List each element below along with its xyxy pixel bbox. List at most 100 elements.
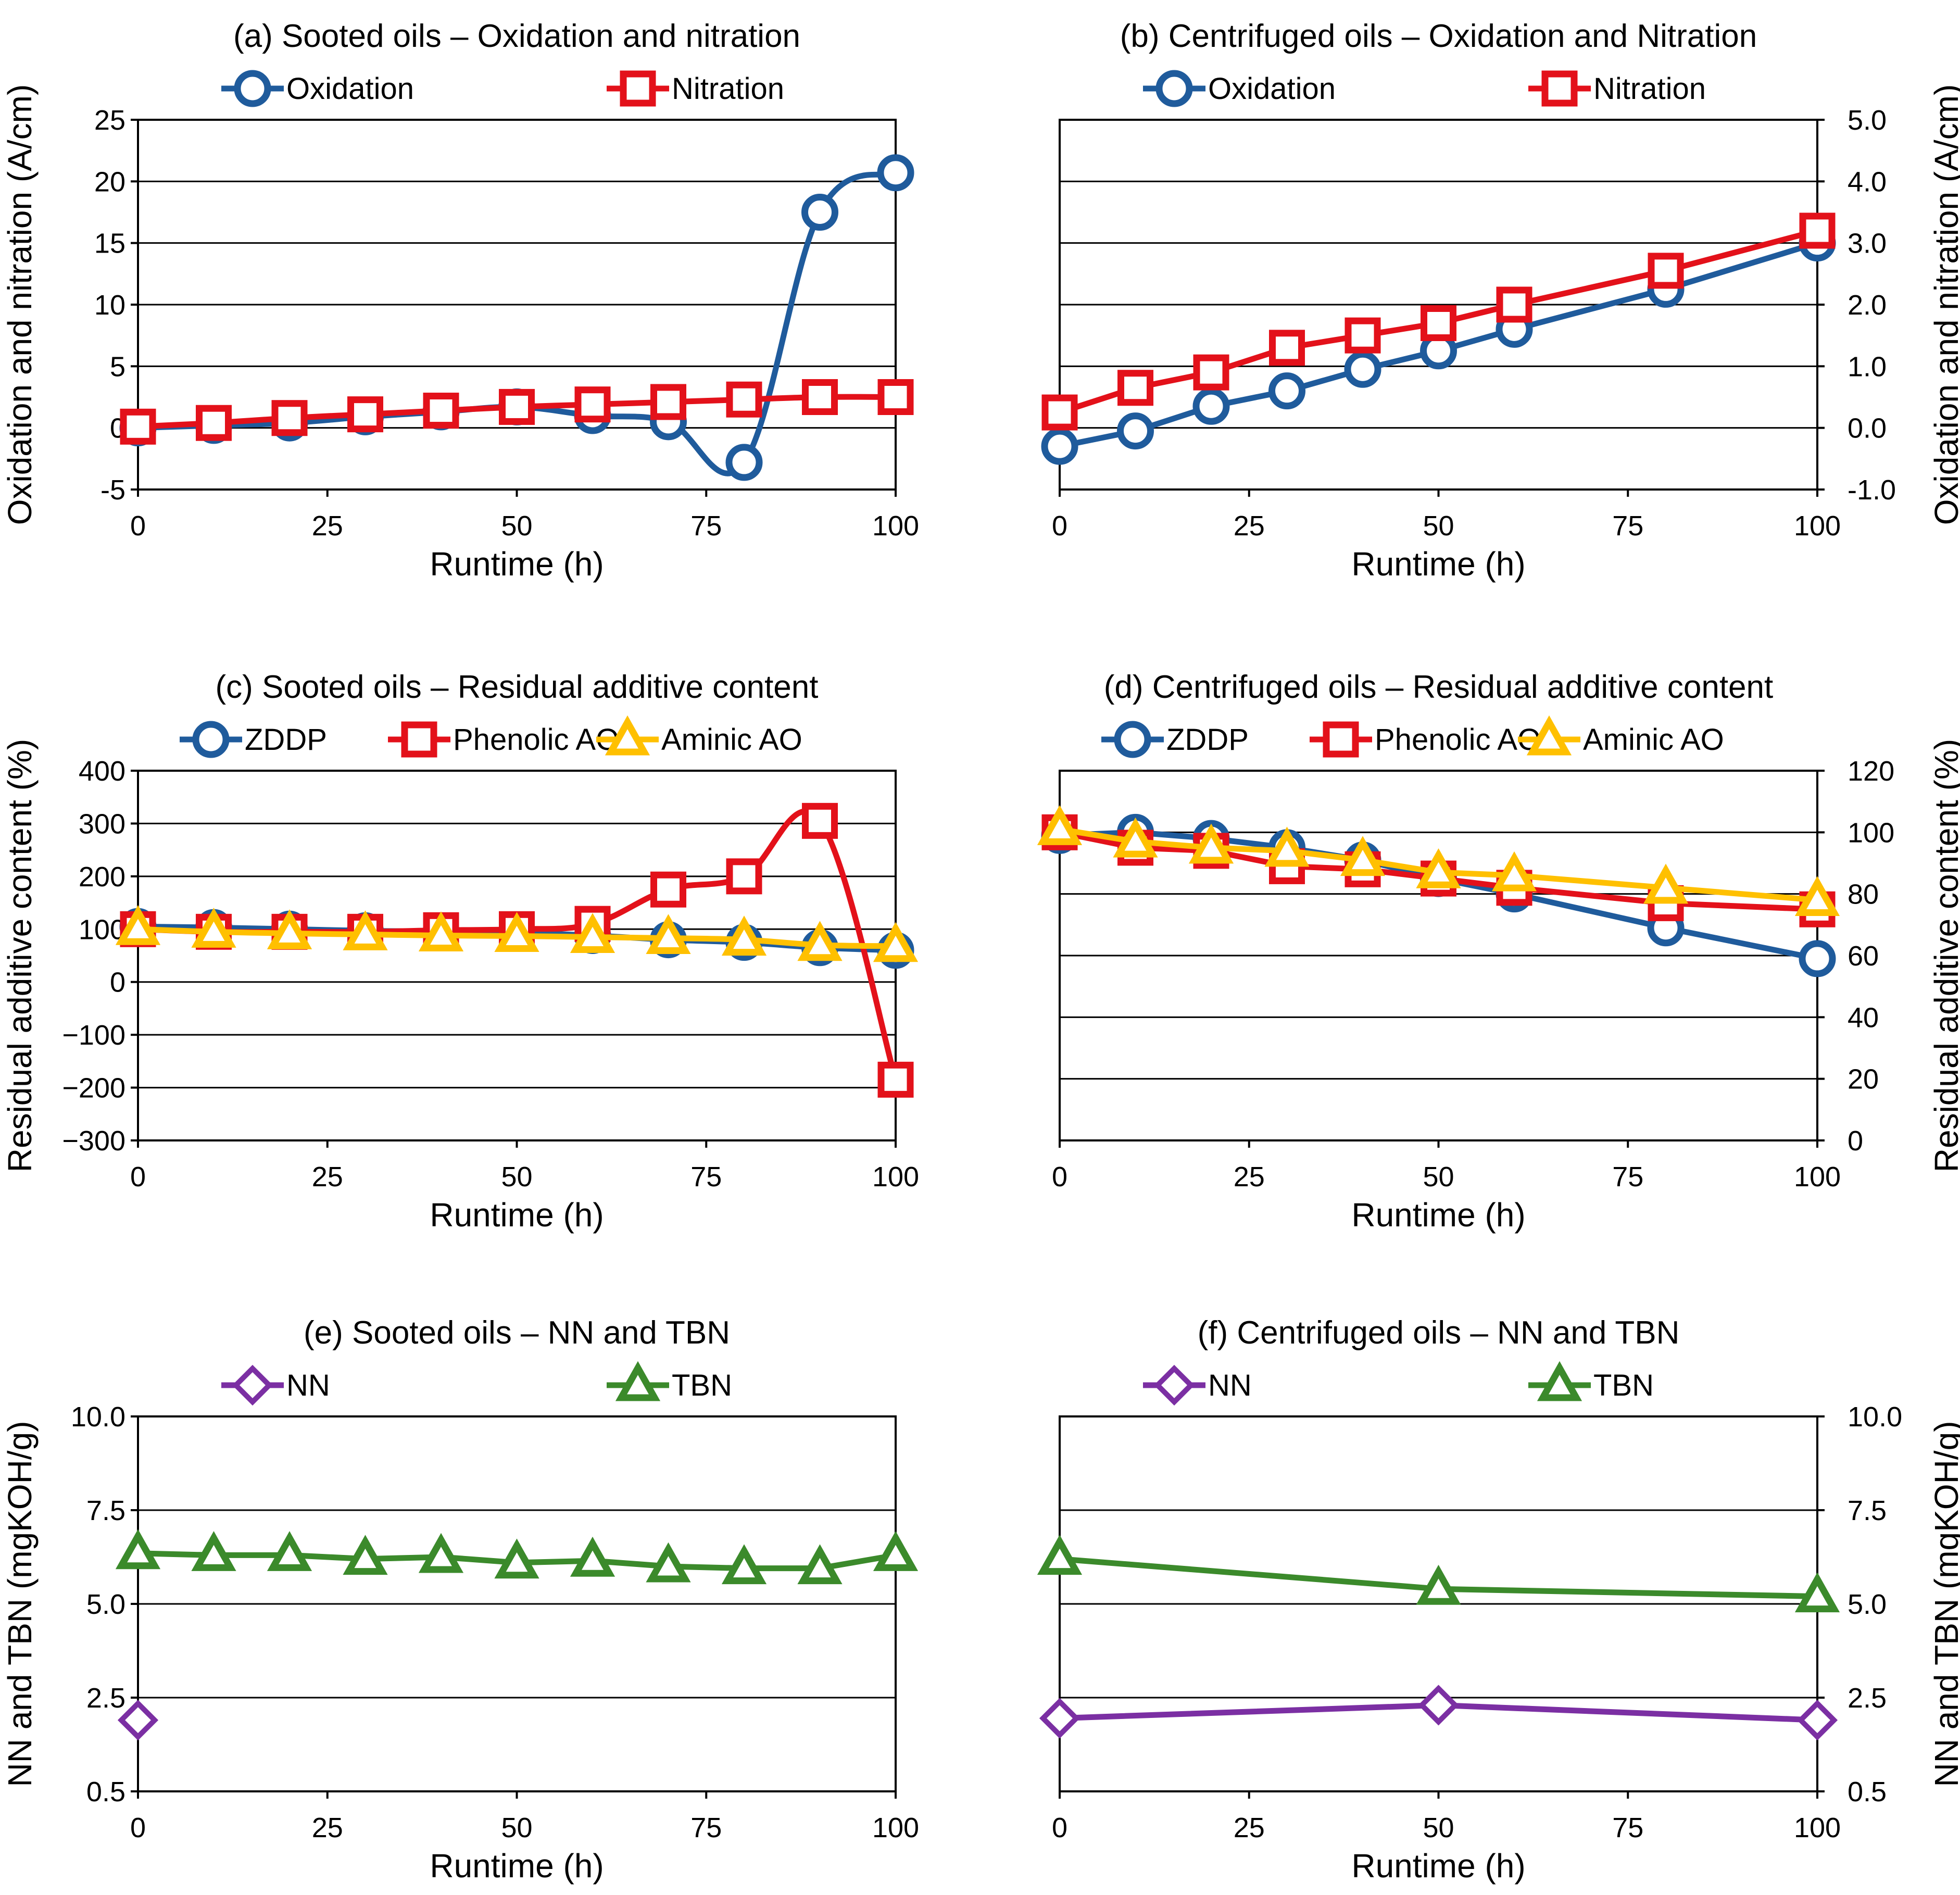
chart-e-data-point xyxy=(418,1533,464,1573)
chart-f-xtick-label: 0 xyxy=(1052,1812,1067,1843)
chart-b-data-point xyxy=(1648,253,1684,289)
chart-f-data-point xyxy=(1794,1572,1840,1613)
chart-f-xlabel: Runtime (h) xyxy=(1351,1847,1525,1885)
chart-e-xtick-label: 0 xyxy=(130,1812,146,1843)
chart-e-xtick-label: 50 xyxy=(501,1812,532,1843)
chart-b-ytick-label: 3.0 xyxy=(1848,228,1887,259)
chart-a-data-point xyxy=(574,386,611,423)
chart-d-legend-aminic: Aminic AO xyxy=(1518,715,1724,757)
chart-a-legend-label: Oxidation xyxy=(286,72,414,106)
chart-d-series-aminic xyxy=(1037,805,1840,916)
chart-c-title: (c) Sooted oils – Residual additive cont… xyxy=(216,669,819,705)
chart-c-xtick-label: 0 xyxy=(130,1161,146,1193)
chart-d-ytick-label: 100 xyxy=(1848,817,1894,848)
chart-b-data-point xyxy=(1041,428,1078,465)
chart-f-legend-label: TBN xyxy=(1593,1369,1654,1402)
chart-f-ytick-label: 2.5 xyxy=(1848,1683,1887,1714)
chart-a-series-nitration xyxy=(120,379,914,445)
chart-c-legend-zddp: ZDDP xyxy=(180,721,327,758)
chart-d-xtick-label: 25 xyxy=(1234,1161,1265,1193)
chart-c-legend-label: Phenolic AO xyxy=(453,723,619,757)
chart-a-xlabel: Runtime (h) xyxy=(430,545,604,583)
chart-a-ylabel: Oxidation and nitration (A/cm) xyxy=(1,84,39,525)
chart-d-data-point xyxy=(1643,863,1689,904)
chart-c: (c) Sooted oils – Residual additive cont… xyxy=(1,669,919,1234)
chart-d-legend-marker xyxy=(1323,721,1359,758)
chart-e-series-nn xyxy=(117,1700,159,1741)
chart-a-series-oxidation xyxy=(119,154,914,481)
chart-f-xtick-label: 25 xyxy=(1234,1812,1265,1843)
chart-c-ytick-label: 100 xyxy=(79,914,125,945)
chart-c-xtick-label: 50 xyxy=(501,1161,532,1193)
chart-f-data-point xyxy=(1039,1698,1080,1739)
chart-b-legend-marker xyxy=(1541,70,1578,107)
chart-a-data-point xyxy=(726,381,762,418)
chart-a-data-point xyxy=(650,384,686,420)
chart-f-xtick-label: 100 xyxy=(1794,1812,1841,1843)
chart-b-ylabel: Oxidation and nitration (A/cm) xyxy=(1928,84,1960,525)
chart-b-xtick-label: 50 xyxy=(1423,510,1454,542)
chart-e: (e) Sooted oils – NN and TBN NN TBN 0.5 2.5 5… xyxy=(1,1315,919,1885)
chart-a-legend-marker xyxy=(620,70,656,107)
chart-f-ytick-label: 7.5 xyxy=(1848,1495,1887,1526)
chart-c-data-point xyxy=(650,871,686,908)
chart-b-legend-label: Nitration xyxy=(1593,72,1706,106)
chart-d-xtick-label: 100 xyxy=(1794,1161,1841,1193)
chart-b-data-point xyxy=(1193,354,1229,391)
chart-b-ytick-label: 4.0 xyxy=(1848,166,1887,197)
chart-a-ytick-label: 5 xyxy=(110,351,125,382)
chart-e-data-point xyxy=(721,1544,767,1585)
chart-e-series-tbn xyxy=(115,1529,919,1585)
chart-f-legend-tbn: TBN xyxy=(1528,1361,1654,1402)
chart-b: (b) Centrifuged oils – Oxidation and Nit… xyxy=(1041,18,1960,583)
chart-c-data-point xyxy=(646,914,691,955)
chart-b-data-point xyxy=(1344,350,1381,388)
chart-c-data-point xyxy=(267,909,312,949)
chart-a-data-point xyxy=(802,379,838,415)
chart-f-data-point xyxy=(1796,1700,1838,1741)
chart-c-ylabel: Residual additive content (%) xyxy=(1,739,39,1172)
chart-e-data-point xyxy=(115,1529,161,1570)
chart-b-ytick-label: 5.0 xyxy=(1848,105,1887,136)
chart-b-ytick-label: 2.0 xyxy=(1848,290,1887,321)
chart-c-legend-label: ZDDP xyxy=(245,723,327,757)
chart-d-ytick-label: 20 xyxy=(1848,1064,1879,1095)
chart-c-data-point xyxy=(873,922,919,962)
chart-e-xtick-label: 100 xyxy=(872,1812,919,1843)
chart-a-data-point xyxy=(196,405,232,441)
chart-b-data-point xyxy=(1268,372,1305,410)
chart-c-data-point xyxy=(191,908,236,948)
chart-e-data-point xyxy=(873,1531,919,1571)
chart-f-xtick-label: 50 xyxy=(1423,1812,1454,1843)
chart-f-ylabel: NN and TBN (mgKOH/g) xyxy=(1928,1421,1960,1787)
chart-b-legend-label: Oxidation xyxy=(1208,72,1336,106)
chart-a-legend-nitration: Nitration xyxy=(607,70,784,107)
chart-c-ytick-label: −100 xyxy=(62,1020,125,1051)
chart-d-legend-marker xyxy=(1114,721,1151,758)
chart-d-data-point xyxy=(1264,826,1310,867)
chart-b-xtick-label: 100 xyxy=(1794,510,1841,542)
chart-b-series-nitration xyxy=(1041,212,1836,431)
chart-c-data-point xyxy=(494,912,539,952)
chart-a-xtick-label: 75 xyxy=(690,510,722,542)
chart-b-ytick-label: 0.0 xyxy=(1848,413,1887,444)
chart-e-data-point xyxy=(494,1538,539,1579)
chart-f-series-tbn xyxy=(1037,1535,1840,1613)
chart-b-legend-marker xyxy=(1155,70,1193,107)
chart-d-ylabel: Residual additive content (%) xyxy=(1928,739,1960,1172)
chart-d-xtick-label: 75 xyxy=(1612,1161,1643,1193)
chart-a-ytick-label: 10 xyxy=(94,290,125,321)
chart-a-ytick-label: 20 xyxy=(94,166,125,197)
chart-e-data-point xyxy=(797,1544,843,1585)
chart-a-legend-marker xyxy=(234,70,271,107)
chart-c-ytick-label: 400 xyxy=(79,756,125,787)
chart-d-legend-label: ZDDP xyxy=(1166,723,1249,757)
chart-c-legend-marker xyxy=(401,721,437,758)
chart-b-data-point xyxy=(1192,387,1230,425)
chart-b-data-point xyxy=(1269,330,1305,366)
chart-c-data-point xyxy=(418,911,464,951)
chart-a-data-point xyxy=(725,444,763,481)
chart-a-legend-label: Nitration xyxy=(672,72,784,106)
chart-b-xlabel: Runtime (h) xyxy=(1351,545,1525,583)
chart-f-ytick-label: 10.0 xyxy=(1848,1401,1902,1433)
